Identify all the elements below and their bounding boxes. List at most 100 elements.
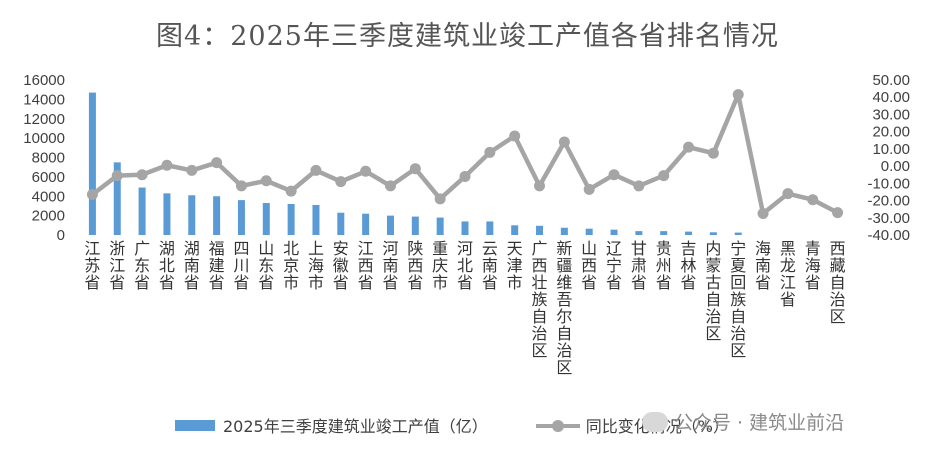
line-point [683,141,695,153]
bar [113,162,121,235]
left-tick-label: 14000 [23,91,65,108]
category-label: 云南省 [482,239,498,292]
left-tick-label: 8000 [32,150,65,167]
category-label: 甘肃省 [631,239,647,292]
line-point [534,180,546,192]
line-point [136,169,148,181]
watermark: 公众号 · 建筑业前沿 [642,408,844,435]
bar [312,204,320,235]
bar [560,227,568,235]
bar [237,200,245,235]
line-point [186,164,198,176]
bar [362,213,370,235]
line-point [111,170,123,182]
category-label: 广西壮族自治区 [532,239,548,360]
legend-line-swatch [535,419,580,432]
category-label: 浙江省 [109,239,125,292]
line-point [434,193,446,205]
category-label: 河南省 [382,239,398,292]
right-axis: -40.00-30.00-20.00-10.000.0010.0020.0030… [867,72,910,244]
legend-bar-label: 2025年三季度建筑业竣工产值（亿） [223,417,488,436]
line-point [86,189,98,201]
right-tick-label: 0.00 [881,158,910,175]
watermark-text: 公众号 · 建筑业前沿 [674,412,845,434]
category-label: 北京市 [283,239,299,292]
right-tick-label: 30.00 [872,106,910,123]
bar [188,195,196,235]
category-label: 海南省 [755,239,771,292]
bar [138,187,146,235]
category-label: 江苏省 [84,239,100,292]
right-tick-label: -40.00 [867,227,910,244]
line-point [260,175,272,187]
category-label: 山西省 [581,239,597,292]
right-tick-label: 50.00 [872,72,910,89]
category-label: 辽宁省 [606,239,622,292]
line-point [409,163,421,175]
line-point [235,180,247,192]
category-label: 新疆维吾尔自治区 [556,239,572,377]
category-labels: 江苏省浙江省广东省湖北省湖南省福建省四川省山东省北京市上海市安徽省江西省河南省陕… [84,239,845,377]
category-label: 江西省 [358,239,374,292]
category-label: 四川省 [233,239,249,292]
bar [660,231,668,235]
category-label: 陕西省 [407,239,423,292]
line-point [732,89,744,101]
bar-series [88,92,742,235]
bar [386,215,394,235]
wechat-icon [642,411,668,432]
line-point [658,170,670,182]
left-tick-label: 4000 [32,188,65,205]
bar [461,221,469,235]
category-label: 安徽省 [333,239,349,292]
line-point [211,157,223,169]
bar [511,225,519,235]
left-tick-label: 12000 [23,111,65,128]
category-label: 青海省 [805,239,821,292]
legend-bar-swatch [175,419,215,431]
category-label: 重庆市 [432,239,448,292]
line-point [484,146,496,158]
legend-item-bar: 2025年三季度建筑业竣工产值（亿） [175,413,488,437]
line-point [161,159,173,171]
category-label: 广东省 [134,239,150,292]
category-label: 福建省 [209,239,225,292]
chart-title: 图4：2025年三季度建筑业竣工产值各省排名情况 [156,21,779,52]
line-series [86,89,844,219]
line-point [832,207,844,219]
bar [486,221,494,235]
line-point [807,194,819,206]
category-label: 黑龙江省 [780,239,796,309]
right-tick-label: -10.00 [867,175,910,192]
line-point [459,170,471,182]
category-label: 湖北省 [159,239,175,292]
line-point [360,165,372,177]
line-point [757,207,769,219]
category-label: 贵州省 [656,239,672,292]
bar [709,232,717,235]
line-point [285,185,297,197]
left-tick-label: 6000 [32,169,65,186]
left-tick-label: 16000 [23,72,65,89]
left-tick-label: 0 [57,227,65,244]
line-point [633,180,645,192]
bar [610,229,618,235]
right-tick-label: -30.00 [867,210,910,227]
category-label: 上海市 [308,239,324,292]
bar [88,92,96,235]
line-point [384,180,396,192]
category-label: 河北省 [457,239,473,292]
bar [436,217,444,235]
left-tick-label: 2000 [32,208,65,225]
line-point [608,169,620,181]
line-point [335,176,347,188]
series-line [91,92,839,216]
category-label: 内蒙古自治区 [705,239,721,343]
left-axis: 0 2000 4000 6000 8000 10000 12000 14000 16000 [23,72,65,244]
bar [163,193,171,235]
bar [411,216,419,235]
right-tick-label: 10.00 [872,141,910,158]
bar [635,231,643,235]
bar [287,204,295,235]
line-point [558,136,570,148]
